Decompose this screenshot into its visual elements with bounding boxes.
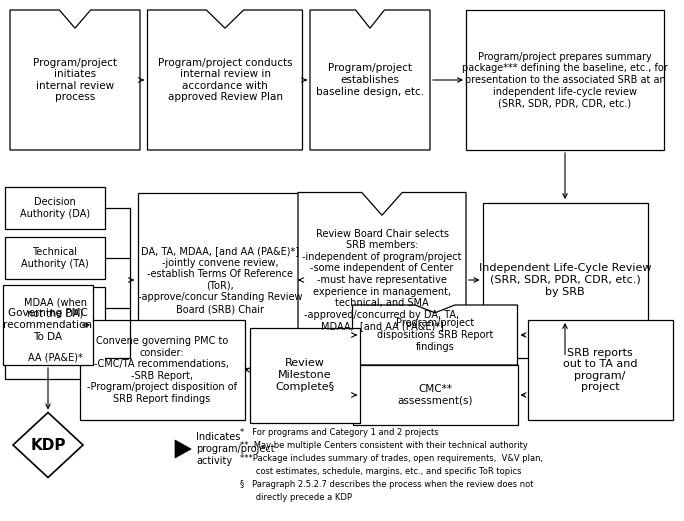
Bar <box>527 320 672 420</box>
Text: Convene governing PMC to
consider:
-CMC/TA recommendations,
-SRB Report,
-Progra: Convene governing PMC to consider: -CMC/… <box>87 336 237 404</box>
Text: DA, TA, MDAA, [and AA (PA&E)*]
-jointly convene review,
-establish Terms Of Refe: DA, TA, MDAA, [and AA (PA&E)*] -jointly … <box>137 246 302 314</box>
Bar <box>5 337 105 379</box>
Text: AA (PA&E)*: AA (PA&E)* <box>27 353 82 363</box>
Polygon shape <box>352 305 518 365</box>
Polygon shape <box>298 192 466 367</box>
Text: Governing PMC
recommendation
To DA: Governing PMC recommendation To DA <box>3 308 92 342</box>
Text: **  May be multiple Centers consistent with their technical authority: ** May be multiple Centers consistent wi… <box>240 441 528 450</box>
Polygon shape <box>13 413 83 478</box>
Polygon shape <box>148 10 302 150</box>
Bar <box>250 328 360 423</box>
Polygon shape <box>310 10 430 150</box>
Text: CMC**
assessment(s): CMC** assessment(s) <box>397 384 473 406</box>
Text: SRB reports
out to TA and
program/
project: SRB reports out to TA and program/ proje… <box>563 348 637 392</box>
Bar <box>79 320 244 420</box>
Bar <box>352 365 518 425</box>
Text: directly precede a KDP: directly precede a KDP <box>240 493 352 502</box>
Text: Program/project prepares summary
package*** defining the baseline, etc., for
pre: Program/project prepares summary package… <box>462 52 668 108</box>
Text: Technical
Authority (TA): Technical Authority (TA) <box>21 247 89 269</box>
Bar <box>482 203 648 357</box>
Text: Program/project
dispositions SRB Report
findings: Program/project dispositions SRB Report … <box>377 318 493 352</box>
Text: KDP: KDP <box>30 438 66 453</box>
Text: Program/project conducts
internal review in
accordance with
approved Review Plan: Program/project conducts internal review… <box>158 58 292 103</box>
Text: Review Board Chair selects
SRB members:
-independent of program/project
-some in: Review Board Chair selects SRB members: … <box>302 229 462 331</box>
Bar <box>3 285 93 365</box>
Bar <box>5 187 105 229</box>
Text: MDAA (when
not the DA): MDAA (when not the DA) <box>23 297 86 319</box>
Polygon shape <box>10 10 140 150</box>
Text: Program/project
initiates
internal review
process: Program/project initiates internal revie… <box>33 58 117 103</box>
Text: cost estimates, schedule, margins, etc., and specific ToR topics: cost estimates, schedule, margins, etc.,… <box>240 467 521 476</box>
Text: §   Paragraph 2.5.2.7 describes the process when the review does not: § Paragraph 2.5.2.7 describes the proces… <box>240 480 534 489</box>
Bar <box>137 192 302 367</box>
Text: Decision
Authority (DA): Decision Authority (DA) <box>20 197 90 219</box>
Polygon shape <box>175 440 192 458</box>
Text: Review
Milestone
Complete§: Review Milestone Complete§ <box>276 358 334 392</box>
Text: Independent Life-Cycle Review
(SRR, SDR, PDR, CDR, etc.)
by SRB: Independent Life-Cycle Review (SRR, SDR,… <box>479 264 651 296</box>
Bar <box>466 10 664 150</box>
Bar <box>5 237 105 279</box>
Text: Program/project
establishes
baseline design, etc.: Program/project establishes baseline des… <box>316 64 424 96</box>
Text: *   For programs and Category 1 and 2 projects: * For programs and Category 1 and 2 proj… <box>240 428 438 437</box>
Bar <box>5 287 105 329</box>
Text: ***Package includes summary of trades, open requirements,  V&V plan,: ***Package includes summary of trades, o… <box>240 454 543 463</box>
Text: Indicates
program/project
activity: Indicates program/project activity <box>196 432 274 466</box>
